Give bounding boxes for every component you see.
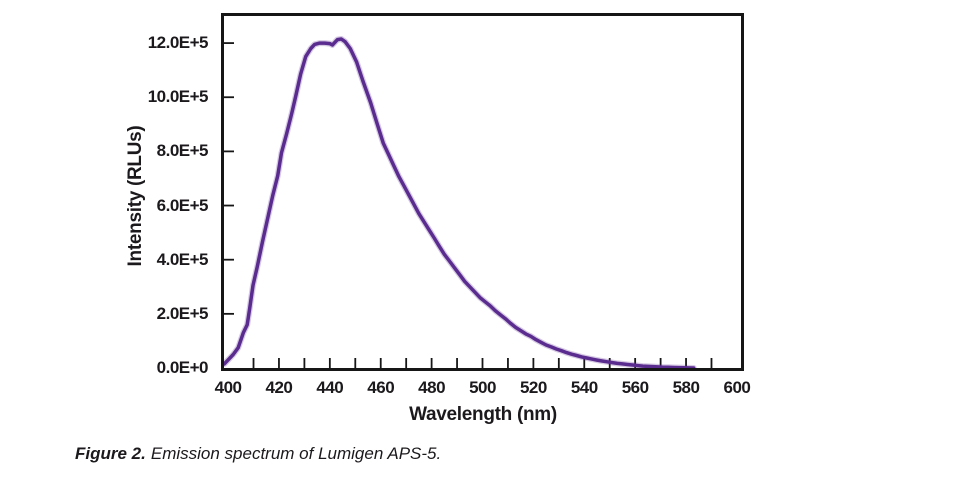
- figure-caption-label: Figure 2.: [75, 444, 146, 463]
- x-tick-label: 500: [469, 378, 496, 397]
- x-tick-label: 460: [367, 378, 395, 397]
- figure-caption-text: Emission spectrum of Lumigen APS-5.: [150, 444, 442, 463]
- x-tick-label: 560: [621, 378, 649, 397]
- y-tick-label: 4.0E+5: [156, 249, 209, 269]
- spectrum-curve: [224, 37, 696, 368]
- spectrum-curve-halo: [224, 36, 697, 368]
- y-tick-label: 12.0E+5: [147, 33, 209, 53]
- plot-svg: [224, 36, 713, 368]
- y-tick-label: 6.0E+5: [156, 195, 209, 215]
- x-tick-label: 400: [214, 378, 242, 397]
- x-tick-label: 540: [570, 378, 598, 397]
- x-tick-label: 520: [519, 378, 547, 397]
- x-tick-label: 580: [672, 378, 700, 397]
- figure-caption: Figure 2. Emission spectrum of Lumigen AP…: [75, 444, 441, 464]
- axis-tick-marks: [224, 42, 713, 368]
- x-axis-title: Wavelength (nm): [409, 404, 557, 425]
- x-tick-label: 600: [723, 378, 751, 397]
- y-tick-label: 2.0E+5: [156, 303, 209, 323]
- y-tick-label: 10.0E+5: [147, 87, 209, 107]
- x-tick-label: 480: [418, 378, 446, 397]
- x-tick-label: 440: [316, 378, 344, 397]
- plot-area: [221, 13, 744, 371]
- y-tick-label: 8.0E+5: [156, 141, 209, 161]
- y-tick-label: 0.0E+0: [156, 358, 209, 377]
- x-tick-label: 420: [265, 378, 293, 397]
